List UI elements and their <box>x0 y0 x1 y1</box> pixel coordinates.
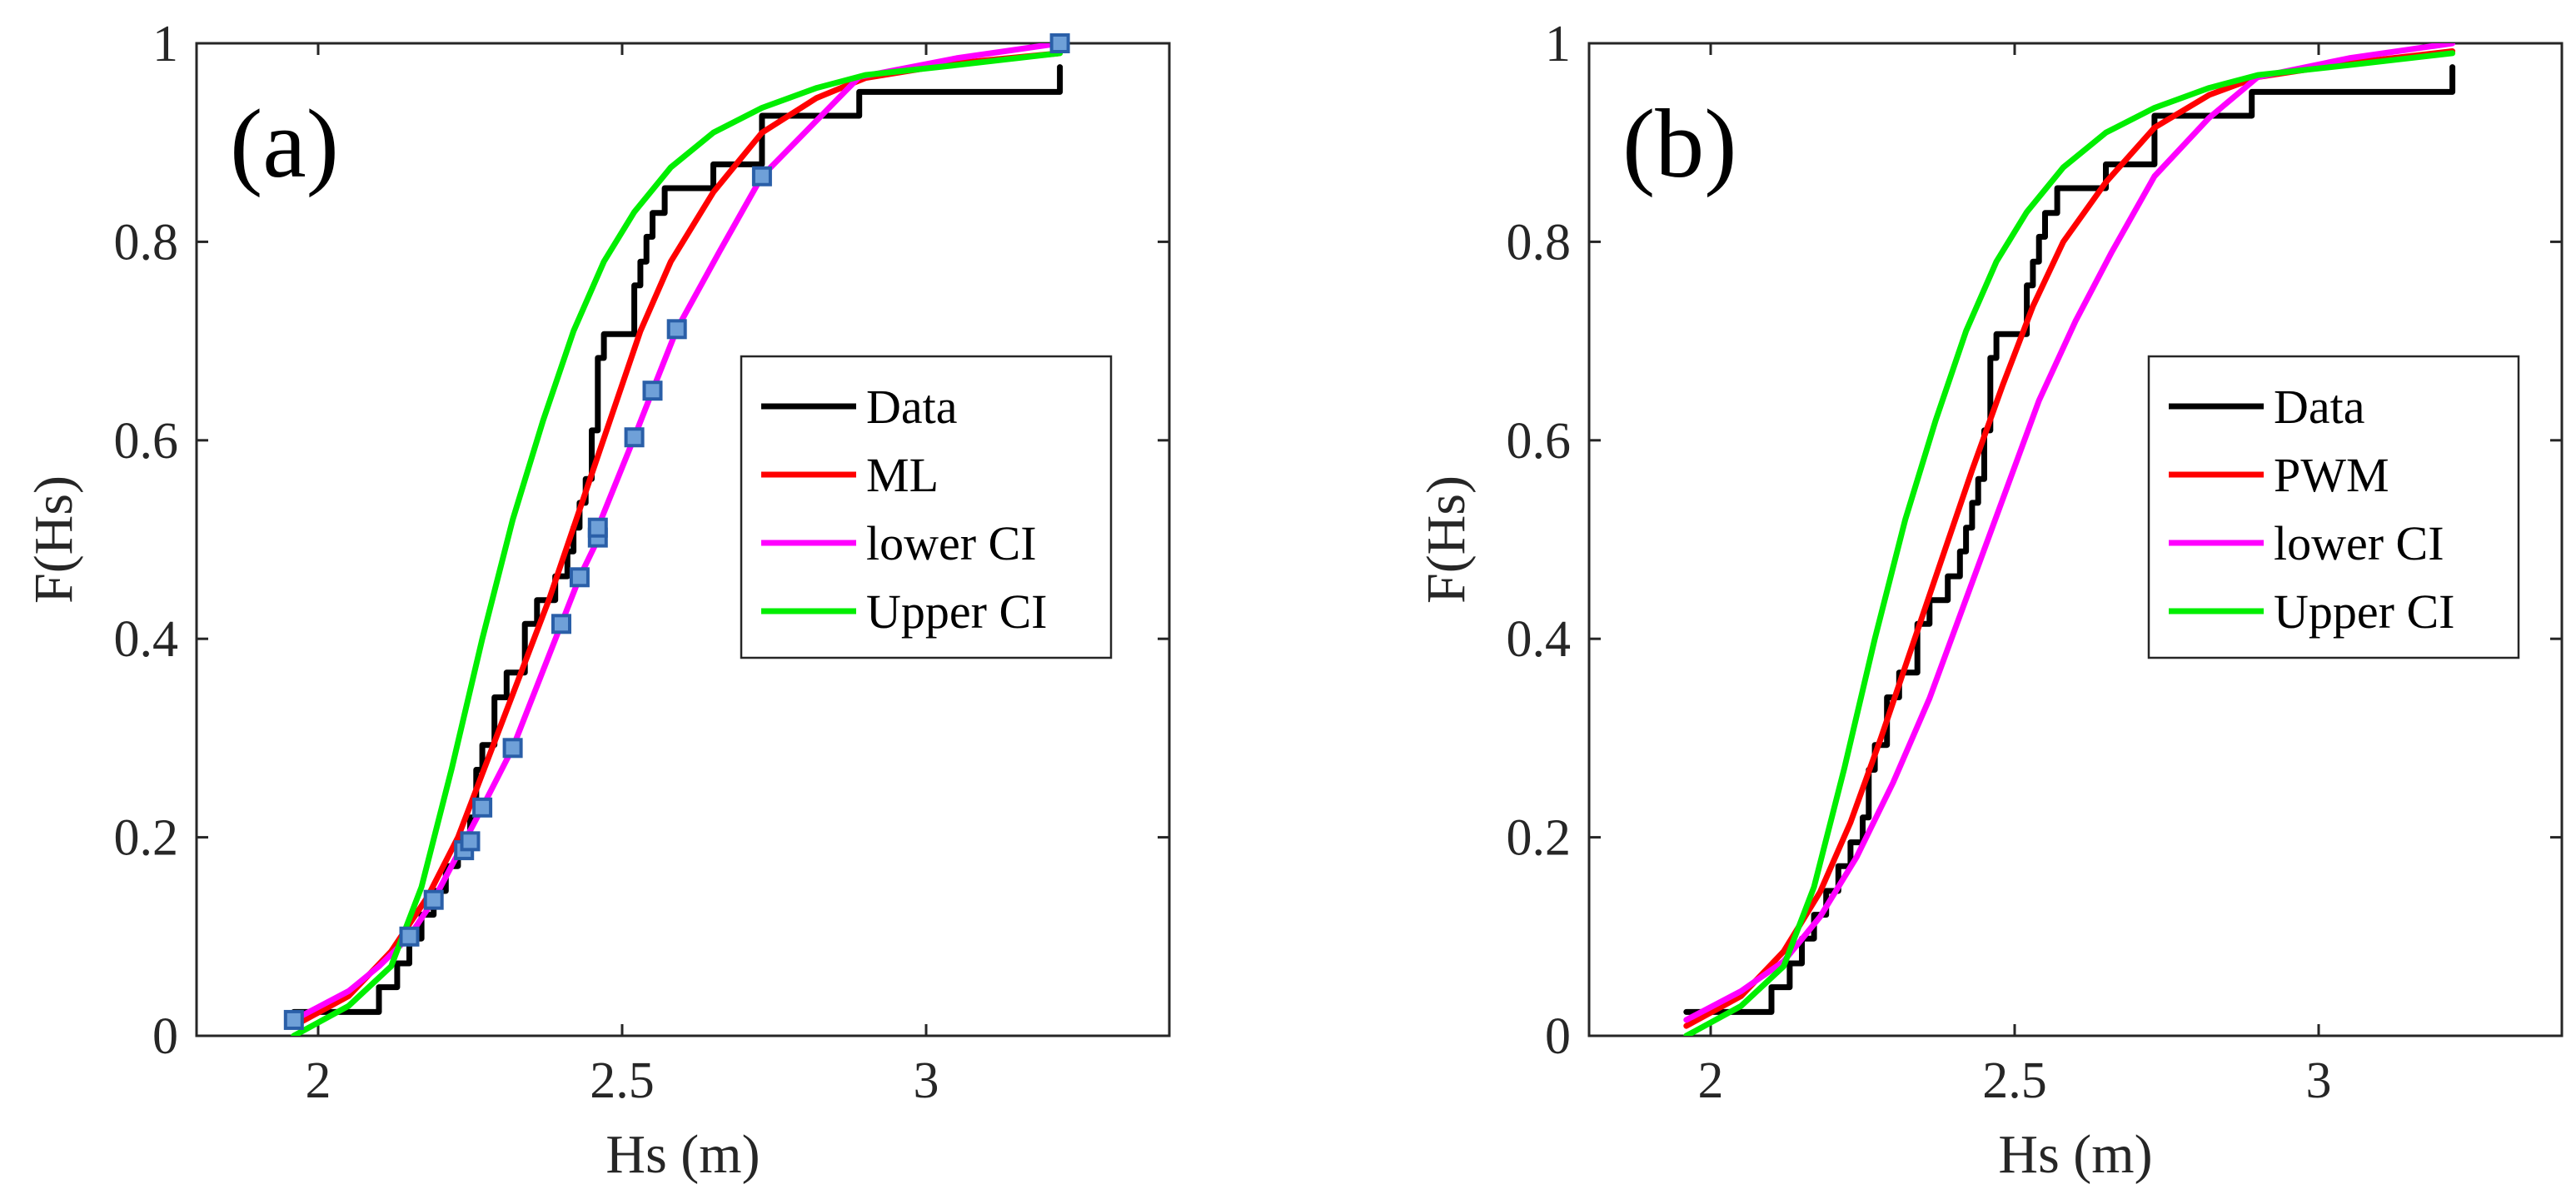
x-tick-label: 3 <box>2306 1052 2332 1109</box>
y-tick-label: 0.4 <box>1507 611 1572 668</box>
chart-panel-b: 2 2.5 3 0 0.2 0.4 0.6 0.8 1 Hs (m) F(Hs) (b) Data PWM… <box>1416 16 2564 1185</box>
data-point-marker <box>569 567 590 588</box>
panel-label: (b) <box>1622 89 1737 198</box>
legend-entry-label: PWM <box>2274 448 2389 502</box>
panel-label: (a) <box>230 89 339 198</box>
y-tick-label: 0.2 <box>114 810 179 867</box>
series-line-ml <box>291 50 1064 1029</box>
x-tick-label: 2.5 <box>590 1052 655 1109</box>
legend-entry-label: Data <box>2274 380 2365 434</box>
series-line-pwm <box>1683 48 2456 1029</box>
x-axis-title: Hs (m) <box>605 1124 760 1185</box>
y-tick-label: 1 <box>1545 16 1571 72</box>
data-point-marker <box>423 889 444 910</box>
x-tick-label: 2.5 <box>1982 1052 2047 1109</box>
legend-entry-label: Data <box>866 380 958 434</box>
legend-entry-label: ML <box>866 448 939 502</box>
series-line-upper-ci <box>291 50 1064 1036</box>
legend: Data ML lower CI Upper CI <box>740 355 1113 659</box>
legend-entry-label: Upper CI <box>866 585 1047 639</box>
x-tick-label: 2 <box>306 1052 331 1109</box>
data-point-marker <box>624 427 645 448</box>
chart-panel-a: 2 2.5 3 0 0.2 0.4 0.6 0.8 1 Hs (m) F(Hs) (a) Data ML l… <box>23 16 1171 1185</box>
series-line-upper-ci <box>1683 50 2456 1036</box>
y-tick-label: 1 <box>152 16 178 72</box>
data-point-marker <box>283 1009 304 1030</box>
y-tick-label: 0.6 <box>114 413 179 470</box>
data-point-marker <box>642 381 663 401</box>
x-tick-label: 2 <box>1698 1052 1724 1109</box>
y-tick-label: 0.8 <box>1507 214 1572 271</box>
data-point-marker <box>551 614 571 634</box>
x-tick-label: 3 <box>914 1052 939 1109</box>
series-line-lower-ci <box>1683 43 2456 1023</box>
data-point-marker <box>399 926 420 947</box>
data-point-marker <box>1049 33 1070 53</box>
legend: Data PWM lower CI Upper CI <box>2147 355 2520 659</box>
plot-area-frame <box>1587 42 2564 1037</box>
series-line-data <box>1683 64 2456 1015</box>
data-point-marker <box>460 831 481 852</box>
data-point-marker <box>502 738 523 759</box>
y-tick-label: 0 <box>152 1008 178 1065</box>
y-tick-label: 0 <box>1545 1008 1571 1065</box>
data-point-marker <box>472 797 493 818</box>
legend-entry-label: Upper CI <box>2274 585 2454 639</box>
y-tick-label: 0.2 <box>1507 810 1572 867</box>
data-point-marker <box>587 517 608 538</box>
x-axis-title: Hs (m) <box>1998 1124 2152 1185</box>
legend-entry-label: lower CI <box>866 516 1037 570</box>
y-axis-title: F(Hs) <box>1416 475 1477 604</box>
y-axis-title: F(Hs) <box>23 475 84 604</box>
y-tick-label: 0.4 <box>114 611 179 668</box>
legend-entry-label: lower CI <box>2274 516 2444 570</box>
data-point-marker <box>751 166 772 187</box>
plot-area-frame <box>195 42 1171 1037</box>
series-group <box>1683 43 2456 1036</box>
data-point-marker <box>666 319 687 340</box>
y-tick-label: 0.8 <box>114 214 179 271</box>
y-tick-label: 0.6 <box>1507 413 1572 470</box>
